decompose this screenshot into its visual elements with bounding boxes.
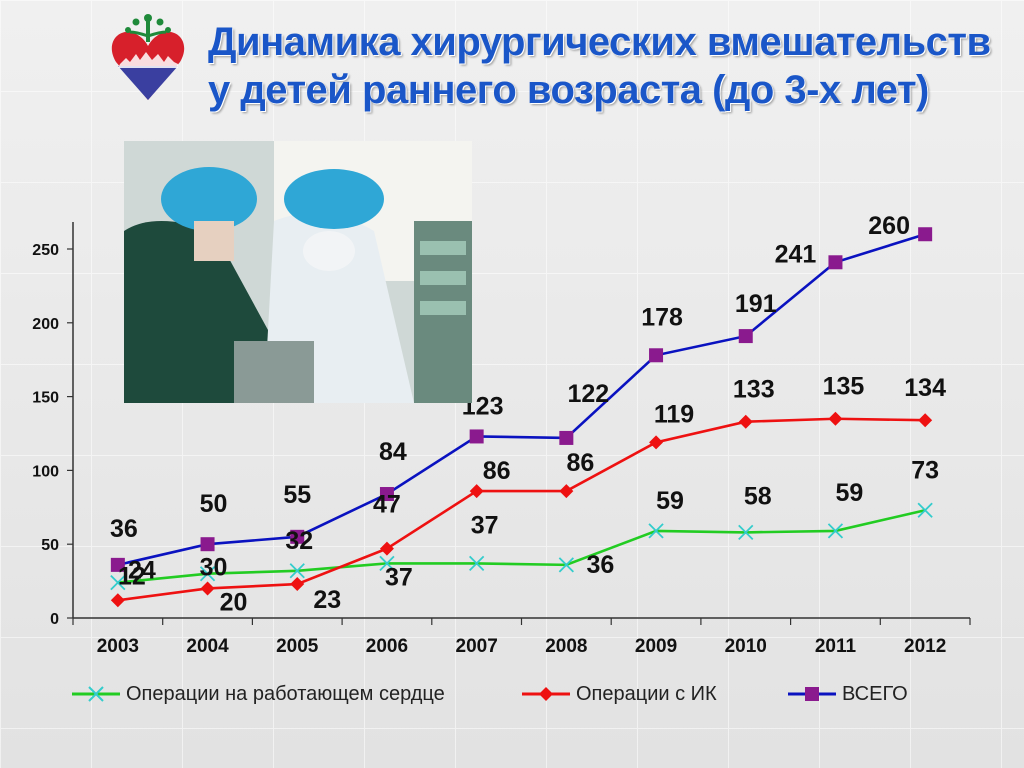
- data-label-beating-heart: 30: [200, 554, 228, 582]
- data-label-total: 191: [735, 290, 777, 318]
- data-point-total: [918, 227, 933, 242]
- heart-logo-icon: [111, 14, 185, 100]
- data-point-total: [110, 557, 125, 572]
- data-point-ik: [738, 414, 753, 429]
- x-tick-label: 2004: [186, 636, 229, 657]
- x-tick-label: 2003: [97, 636, 139, 657]
- legend-item-total: ВСЕГО: [788, 676, 908, 712]
- x-tick-label: 2012: [904, 636, 946, 657]
- y-tick-label: 100: [32, 463, 59, 480]
- data-label-beating-heart: 59: [836, 479, 864, 507]
- data-point-ik: [110, 593, 125, 608]
- data-point-ik: [918, 413, 933, 428]
- data-point-beating-heart: [738, 524, 754, 541]
- data-point-beating-heart: [917, 502, 933, 518]
- data-point-total: [379, 487, 394, 502]
- data-point-total: [649, 348, 664, 363]
- data-label-ik: 47: [373, 491, 401, 519]
- data-point-beating-heart: [558, 557, 574, 573]
- data-label-ik: 135: [823, 373, 865, 401]
- x-tick-label: 2007: [456, 636, 498, 657]
- data-label-ik: 134: [904, 374, 946, 402]
- data-point-beating-heart: [289, 563, 305, 579]
- data-label-total: 241: [775, 240, 817, 268]
- data-label-ik: 119: [654, 400, 694, 428]
- x-tick-label: 2006: [366, 636, 408, 657]
- data-label-beating-heart: 37: [385, 563, 413, 591]
- data-label-beating-heart: 32: [285, 527, 313, 555]
- legend-label-beating-heart: Операции на работающем сердце: [126, 682, 445, 705]
- data-point-total: [828, 255, 843, 270]
- data-label-total: 178: [641, 303, 683, 331]
- legend-x-marker-icon: [72, 686, 120, 702]
- series-line-beating-heart: [117, 508, 926, 584]
- legend-item-beating-heart: Операции на работающем сердце: [72, 676, 445, 712]
- data-point-total: [559, 430, 574, 445]
- data-label-beating-heart: 58: [744, 482, 772, 510]
- data-point-beating-heart: [199, 566, 216, 582]
- data-point-ik: [469, 484, 484, 499]
- x-tick-label: 2011: [815, 636, 857, 657]
- x-tick-label: 2009: [635, 636, 677, 657]
- surgeons-photo: [124, 141, 472, 403]
- data-label-ik: 12: [118, 562, 146, 590]
- legend-diamond-marker-icon: [522, 687, 570, 701]
- y-tick-label: 0: [50, 611, 59, 628]
- data-label-beating-heart: 59: [656, 487, 684, 515]
- legend-square-marker-icon: [788, 687, 836, 701]
- data-point-ik: [559, 484, 574, 499]
- legend-label-ik: Операции с ИК: [576, 682, 717, 705]
- data-point-ik: [290, 577, 305, 592]
- data-point-ik: [379, 541, 394, 556]
- x-tick-label: 2010: [725, 636, 767, 657]
- data-point-total: [290, 529, 305, 544]
- data-label-total: 260: [868, 212, 910, 240]
- y-tick-label: 200: [32, 316, 59, 333]
- x-tick-label: 2005: [276, 636, 319, 657]
- data-point-total: [738, 329, 753, 344]
- x-tick-label: 2008: [545, 636, 587, 657]
- legend-item-ik: Операции с ИК: [522, 676, 717, 712]
- data-point-beating-heart: [110, 574, 126, 591]
- data-label-beating-heart: 37: [471, 511, 499, 539]
- chart-title-line-2: у детей раннего возраста (до 3-х лет): [208, 68, 929, 112]
- data-label-ik: 86: [566, 449, 594, 477]
- data-label-ik: 20: [220, 588, 248, 616]
- series-line-ik: [117, 417, 926, 602]
- data-point-total: [200, 537, 215, 552]
- data-label-beating-heart: 73: [911, 456, 939, 484]
- surgery-photo-icon: [124, 141, 472, 403]
- data-point-ik: [828, 411, 843, 426]
- chart-title-line-1: Динамика хирургических вмешательств: [208, 20, 991, 64]
- data-label-beating-heart: 36: [586, 551, 614, 579]
- data-point-ik: [200, 581, 215, 596]
- data-point-beating-heart: [469, 555, 485, 572]
- data-label-total: 50: [200, 490, 228, 518]
- data-label-ik: 86: [483, 457, 511, 485]
- data-label-ik: 133: [733, 376, 775, 404]
- legend-label-total: ВСЕГО: [842, 682, 908, 705]
- data-point-beating-heart: [379, 555, 395, 572]
- y-tick-label: 50: [41, 537, 59, 554]
- data-point-ik: [649, 435, 664, 450]
- data-point-beating-heart: [648, 523, 664, 539]
- data-point-total: [469, 429, 484, 444]
- series-line-total: [117, 232, 926, 567]
- data-label-ik: 23: [313, 586, 341, 614]
- data-label-total: 36: [110, 515, 138, 543]
- data-label-beating-heart: 24: [128, 557, 156, 585]
- data-label-total: 55: [283, 481, 311, 509]
- y-tick-label: 250: [32, 242, 59, 259]
- data-label-total: 84: [379, 438, 407, 466]
- data-label-total: 122: [567, 380, 609, 408]
- data-point-beating-heart: [827, 523, 844, 539]
- y-tick-label: 150: [32, 390, 59, 407]
